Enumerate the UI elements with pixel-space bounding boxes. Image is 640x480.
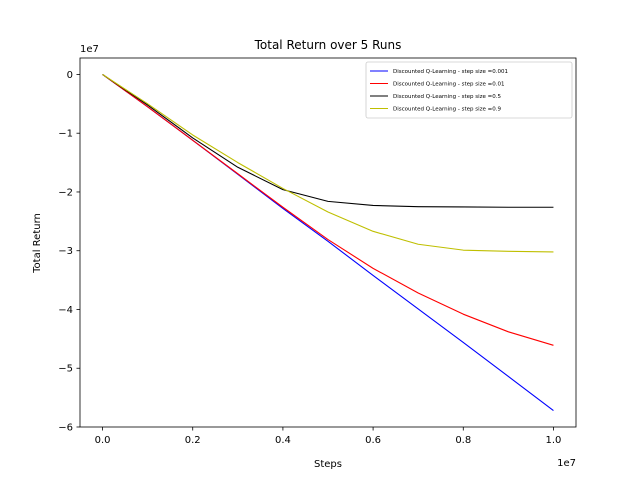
- legend-entry-label: Discounted Q-Learning - step size =0.5: [393, 94, 502, 100]
- series-line-1: [102, 74, 554, 346]
- x-tick-label: 0.8: [455, 435, 471, 446]
- legend-entry-label: Discounted Q-Learning - step size =0.9: [393, 107, 502, 113]
- legend-entry-label: Discounted Q-Learning - step size =0.01: [393, 82, 505, 88]
- series-line-3: [102, 73, 554, 253]
- y-tick-label: −4: [58, 305, 73, 316]
- x-tick-label: 0.6: [365, 435, 381, 446]
- legend: Discounted Q-Learning - step size =0.001…: [365, 61, 573, 119]
- plot-area-frame: [79, 57, 577, 428]
- series-lines: [102, 73, 554, 411]
- y-tick-label: −2: [58, 187, 73, 198]
- y-tick-label: −6: [58, 423, 73, 434]
- legend-entry-label: Discounted Q-Learning - step size =0.001: [393, 69, 508, 75]
- y-axis-offset-label: 1e7: [80, 44, 99, 55]
- x-axis: 0.0 0.2 0.4 0.6 0.8 1.0: [95, 427, 562, 446]
- series-line-2: [102, 73, 554, 208]
- x-tick-label: 1.0: [546, 435, 562, 446]
- x-tick-label: 0.2: [185, 435, 201, 446]
- y-tick-label: 0: [67, 70, 73, 81]
- y-axis-label: Total Return: [32, 213, 43, 274]
- y-tick-label: −5: [58, 364, 73, 375]
- y-axis: 0 −1 −2 −3 −4 −5 −6: [58, 70, 80, 434]
- chart-title: Total Return over 5 Runs: [254, 38, 402, 52]
- x-tick-label: 0.0: [95, 435, 111, 446]
- x-axis-offset-label: 1e7: [557, 458, 576, 469]
- x-tick-label: 0.4: [275, 435, 291, 446]
- legend-box: [365, 61, 573, 119]
- y-tick-label: −3: [58, 246, 73, 257]
- x-axis-label: Steps: [314, 459, 342, 470]
- y-tick-label: −1: [58, 129, 73, 140]
